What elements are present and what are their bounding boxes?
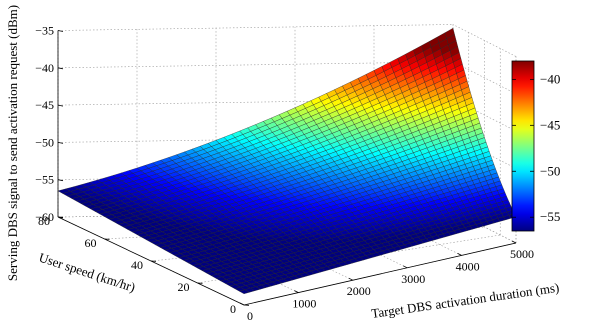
z-tick-label: −55 [35,173,54,187]
grid-line [57,24,454,31]
colorbar-ticks: −55 −50 −45 −40 [512,71,560,224]
x-tick-mark [457,253,462,256]
x-tick-mark [294,290,299,293]
tick-labels: −60 −55 −50 −45 −40 −35 0 20 40 60 80 0 1000 2000 3000… [35,24,534,324]
y-tick-label: 20 [178,280,190,294]
grid-line [452,210,517,244]
x-tick-label: 3000 [401,272,425,286]
y-tick-label: 60 [85,236,97,250]
y-tick-label: 40 [131,258,143,272]
x-tick-mark [403,265,408,269]
colorbar-gradient [511,60,535,232]
colorbar-tick-label: −50 [540,163,560,178]
z-tick-label: −35 [35,24,54,38]
x-tick-mark [511,240,517,244]
colorbar-tick-label: −55 [540,209,560,224]
z-tick-label: −50 [35,135,54,149]
colorbar-tick-label: −40 [540,71,560,86]
x-tick-label: 1000 [292,297,316,311]
z-tick-mark [57,30,64,32]
z-tick-mark [57,104,64,107]
z-tick-mark [57,142,64,144]
z-tick-mark [57,179,64,182]
z-tick-mark [57,67,64,70]
y-tick-label: 80 [38,214,50,228]
colorbar-tick-label: −45 [540,117,560,132]
z-tick-label: −45 [35,98,54,112]
z-tick-label: −60 [35,210,54,224]
x-tick-mark [239,302,245,306]
x-tick-label: 5000 [510,247,534,261]
x-axis-label: Target DBS activation duration (ms) [370,280,560,321]
colorbar: −55 −50 −45 −40 [511,60,560,232]
z-axis-label: Serving DBS signal to send activation re… [5,5,20,281]
x-tick-label: 0 [247,309,253,323]
x-tick-label: 4000 [456,259,480,273]
grid-line [452,98,517,132]
x-tick-label: 2000 [347,284,371,298]
grid-line [452,61,517,95]
surface-mesh [57,27,517,294]
x-tick-mark [348,277,353,281]
x-axis-line [243,242,517,306]
y-tick-label: 0 [230,302,236,316]
y-axis-label: User speed (km/hr) [37,250,137,295]
grid-line [57,61,454,69]
z-tick-label: −40 [35,61,54,75]
